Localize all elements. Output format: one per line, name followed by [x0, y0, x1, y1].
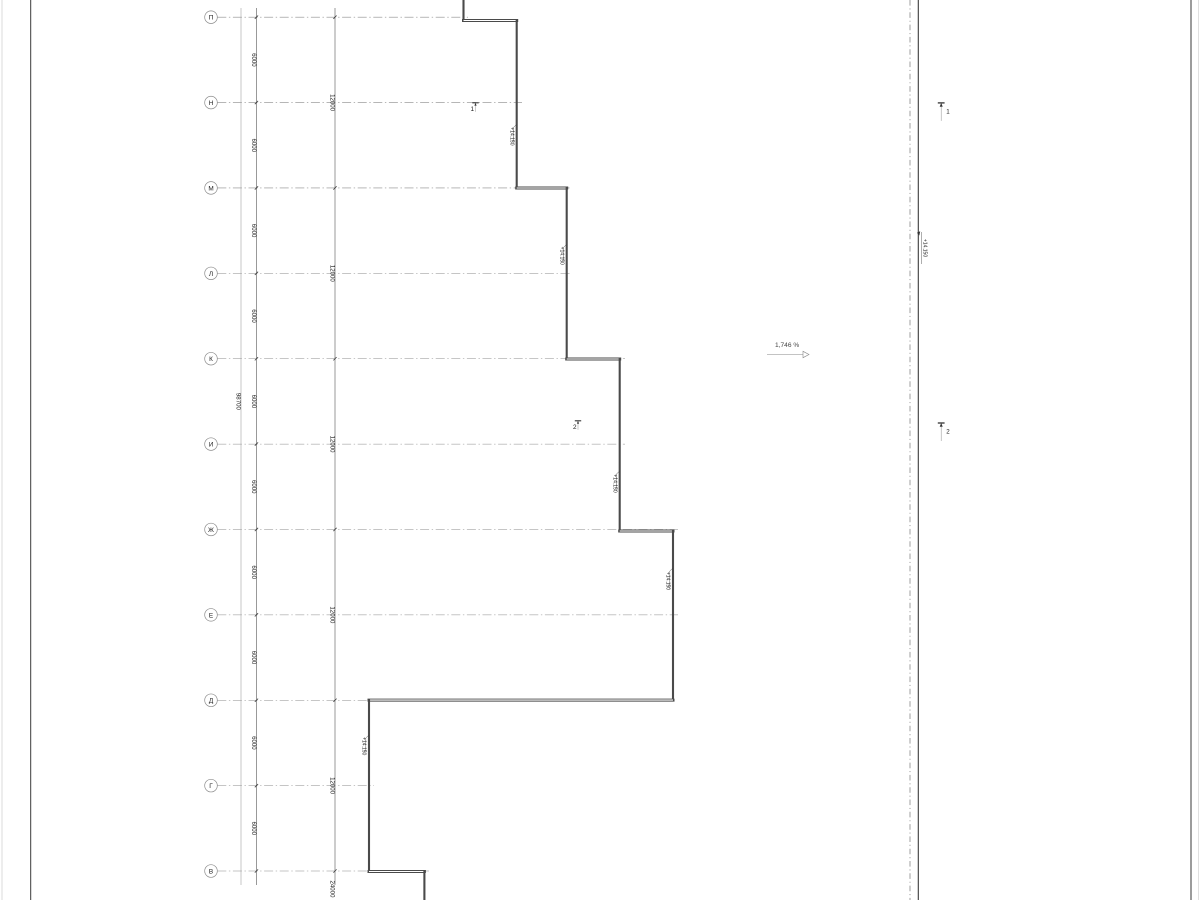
svg-text:2: 2 — [946, 429, 950, 436]
svg-text:12000: 12000 — [329, 606, 336, 624]
svg-text:1: 1 — [946, 108, 950, 115]
svg-text:6000: 6000 — [250, 651, 257, 665]
svg-text:12000: 12000 — [329, 436, 336, 454]
svg-text:Л: Л — [209, 271, 213, 278]
svg-text:98700: 98700 — [235, 393, 242, 411]
svg-text:М: М — [208, 185, 213, 192]
svg-text:В: В — [209, 869, 213, 876]
svg-text:6000: 6000 — [250, 736, 257, 750]
svg-text:12000: 12000 — [329, 94, 336, 112]
svg-text:12000: 12000 — [329, 265, 336, 283]
svg-text:К: К — [209, 356, 213, 363]
svg-text:И: И — [209, 442, 214, 449]
svg-text:Ж: Ж — [208, 527, 214, 534]
svg-text:Г: Г — [209, 783, 213, 790]
svg-text:6000: 6000 — [250, 139, 257, 153]
svg-text:Е: Е — [209, 612, 213, 619]
svg-text:12000: 12000 — [329, 777, 336, 795]
svg-text:Н: Н — [209, 100, 214, 107]
svg-text:6000: 6000 — [250, 309, 257, 323]
svg-text:1: 1 — [471, 106, 475, 113]
svg-text:6000: 6000 — [250, 822, 257, 836]
svg-text:2: 2 — [573, 424, 577, 431]
svg-text:+14.150: +14.150 — [921, 239, 927, 257]
svg-text:6000: 6000 — [250, 224, 257, 238]
svg-text:6000: 6000 — [250, 480, 257, 494]
svg-text:6000: 6000 — [250, 395, 257, 409]
svg-text:6000: 6000 — [250, 53, 257, 67]
svg-text:24000: 24000 — [329, 881, 336, 899]
svg-text:П: П — [209, 15, 214, 22]
svg-text:Д: Д — [209, 698, 214, 705]
svg-text:6000: 6000 — [250, 565, 257, 579]
svg-text:1,746 %: 1,746 % — [775, 342, 799, 349]
